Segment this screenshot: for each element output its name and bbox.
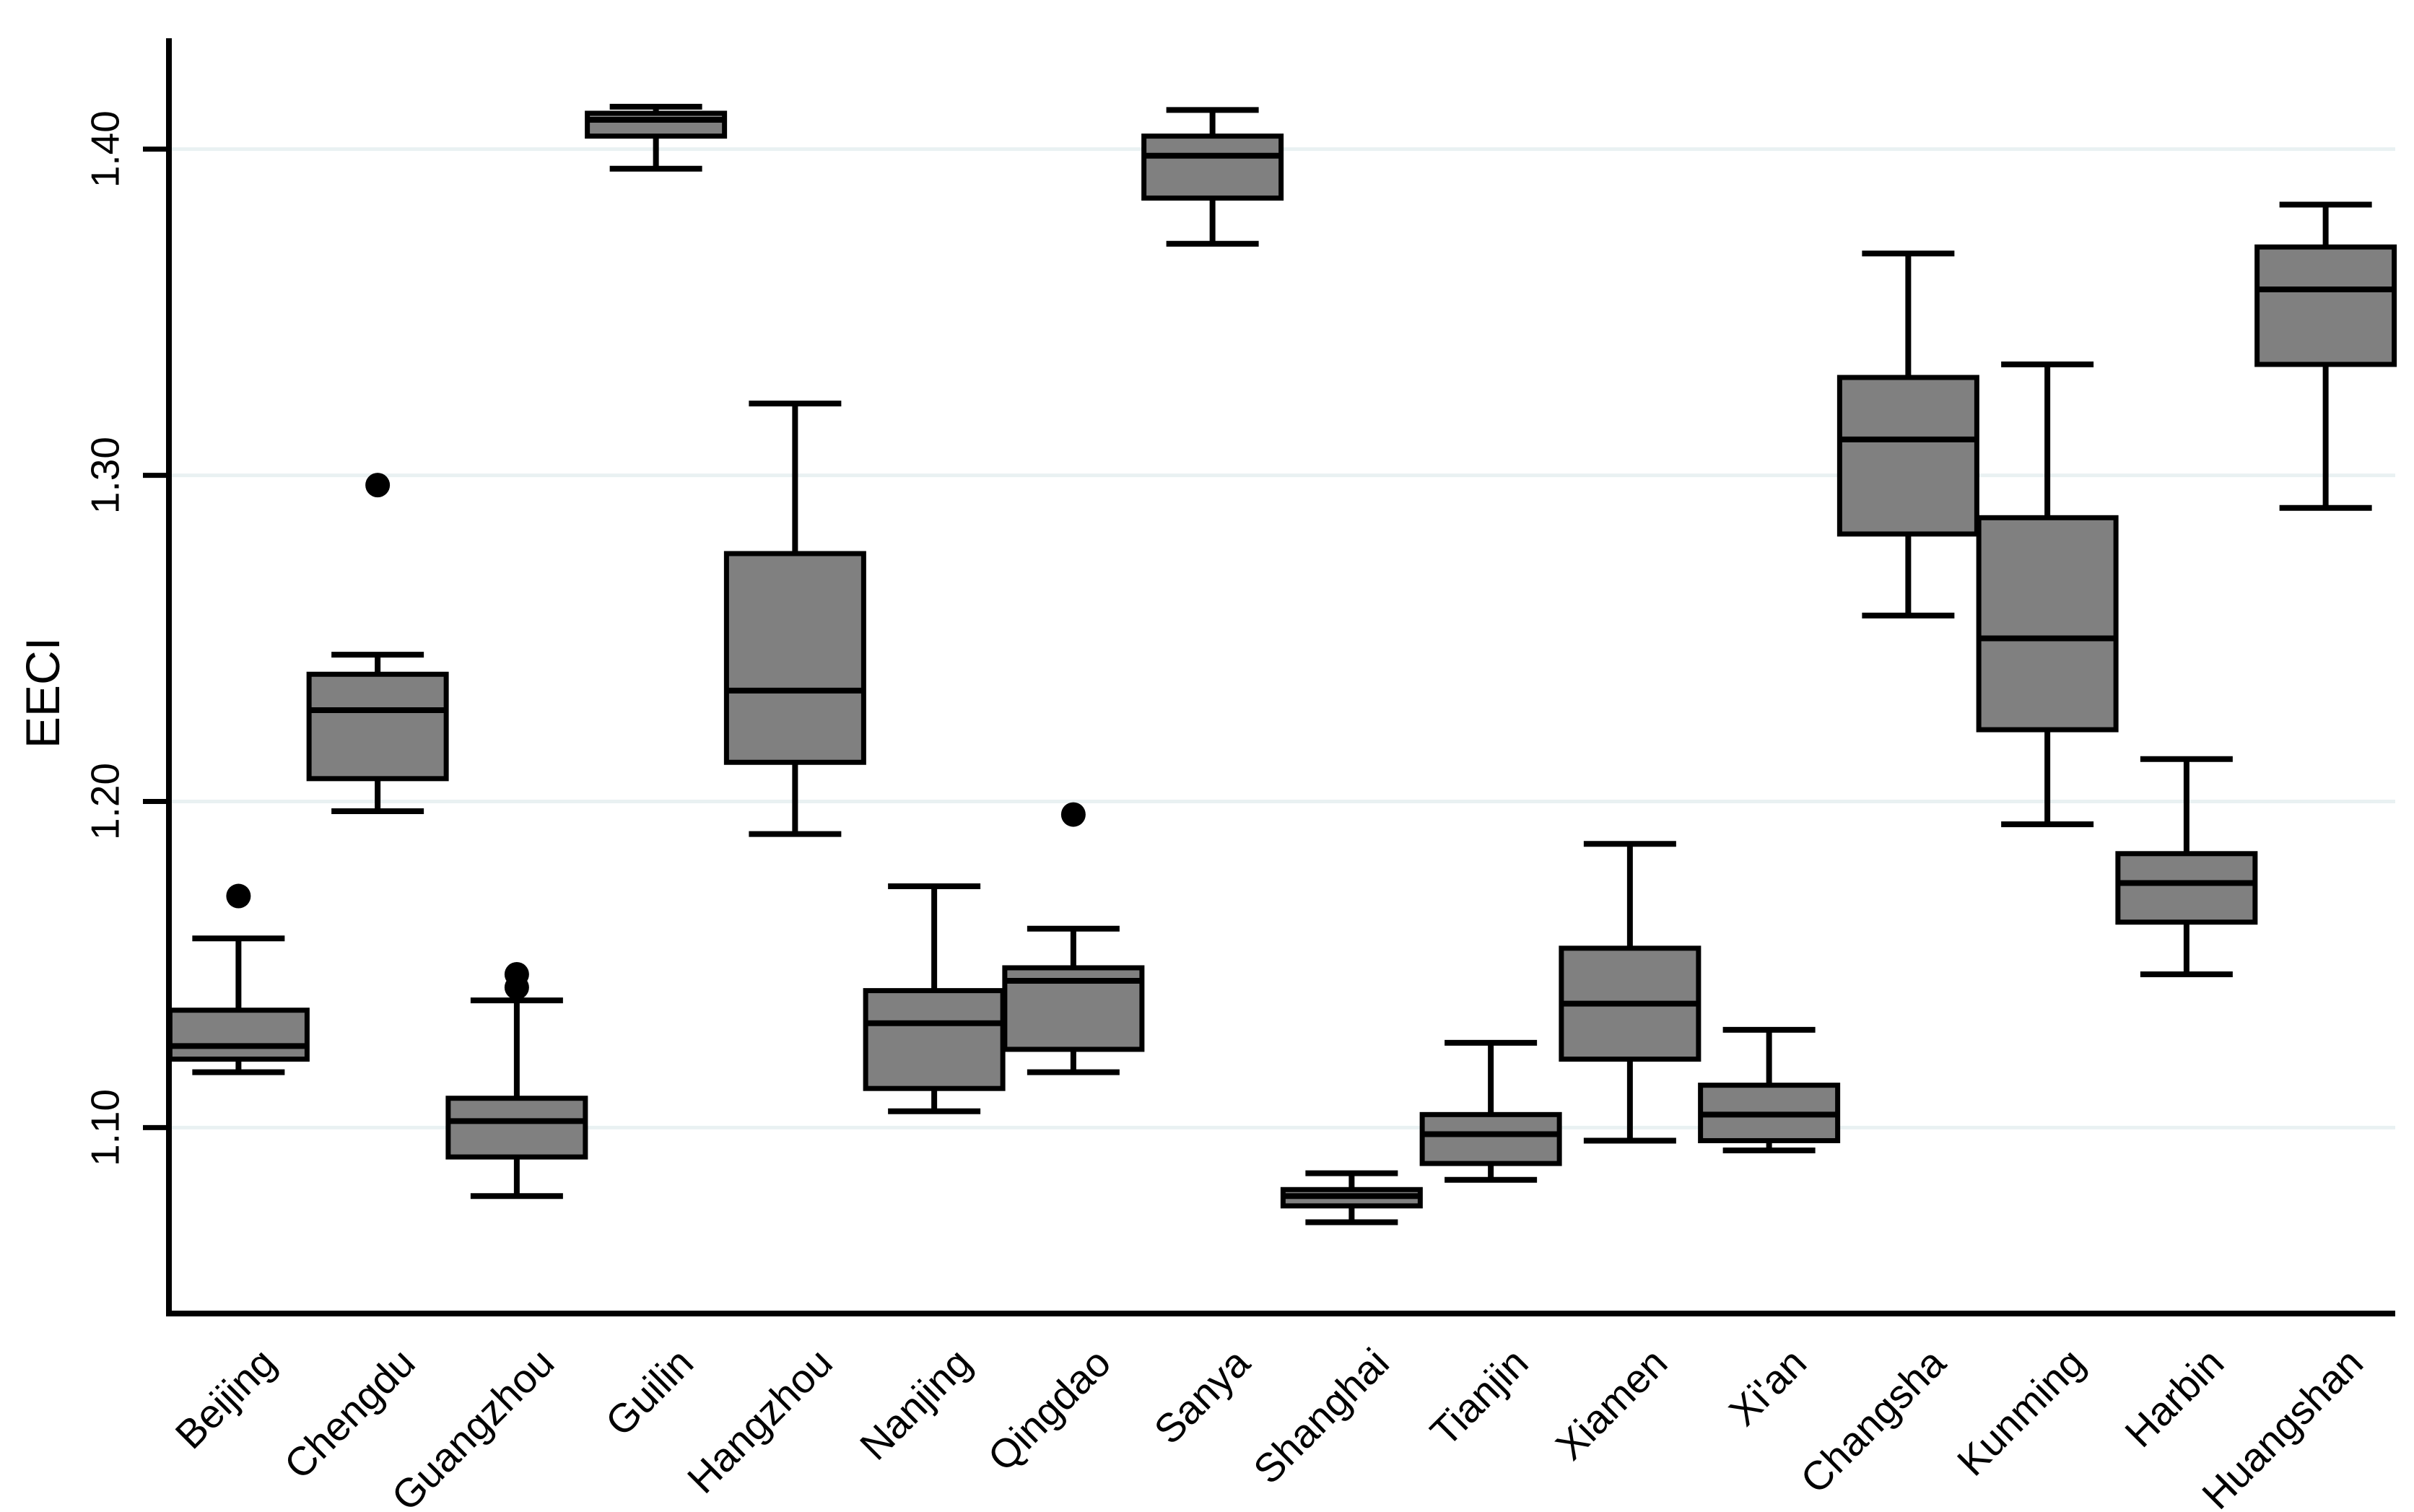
box-group-beijing [167,883,310,1075]
iqr-box [1141,134,1284,201]
x-category-label: Harbin [2116,1340,2232,1456]
iqr-box [1836,375,1979,537]
y-tick-label: 1.10 [83,1089,128,1166]
x-category-label: Nanjing [851,1340,980,1469]
box-group-chengdu [306,473,449,815]
box-group-harbin [2115,756,2258,978]
box-group-xiamen [1559,841,1701,1144]
outlier-dot [504,962,529,987]
box-group-xi-an [1698,1026,1841,1154]
x-category-label: Sanya [1145,1339,1258,1452]
x-category-label: Qingdao [979,1340,1119,1480]
box-group-guangzhou [445,962,588,1199]
box-group-changsha [1836,250,1979,619]
box-group-nanjing [863,883,1006,1114]
iqr-box [863,988,1006,1091]
x-category-label: Kunming [1948,1340,2093,1485]
box-group-tianjin [1419,1039,1562,1183]
x-category-label: Xiamen [1547,1340,1676,1469]
x-category-label: Shanghai [1245,1340,1398,1493]
iqr-box [585,110,728,139]
iqr-box [1419,1111,1562,1166]
outlier-dot [365,473,391,498]
box-group-huangshan [2254,201,2397,511]
box-series-layer [167,103,2397,1225]
box-group-qingdao [1002,802,1145,1075]
box-group-guilin [585,103,728,172]
iqr-box [1976,515,2119,733]
outlier-dot [226,883,251,909]
y-tick-label: 1.20 [83,763,128,840]
y-axis-title: EECI [16,637,69,748]
box-group-kunming [1976,361,2119,828]
iqr-box [167,1008,310,1062]
box-group-shanghai [1280,1170,1423,1225]
iqr-box [2254,244,2397,367]
y-tick-label: 1.30 [83,437,128,514]
iqr-box [306,671,449,782]
x-category-label: Beijing [166,1340,284,1457]
x-category-label: Guilin [596,1340,702,1445]
box-group-hangzhou [723,401,866,837]
outlier-dot [1060,802,1086,827]
x-category-label: Hangzhou [679,1340,841,1502]
iqr-box [2115,851,2258,925]
x-category-label: Xi'an [1720,1340,1815,1434]
x-category-label: Chengdu [275,1340,423,1487]
iqr-box [723,551,866,765]
x-category-label: Changsha [1792,1339,1955,1502]
x-category-label: Tianjin [1421,1340,1537,1455]
box-group-sanya [1141,107,1284,247]
iqr-box [445,1096,588,1160]
axis-layer [143,38,2395,1316]
y-tick-label: 1.40 [83,110,128,188]
